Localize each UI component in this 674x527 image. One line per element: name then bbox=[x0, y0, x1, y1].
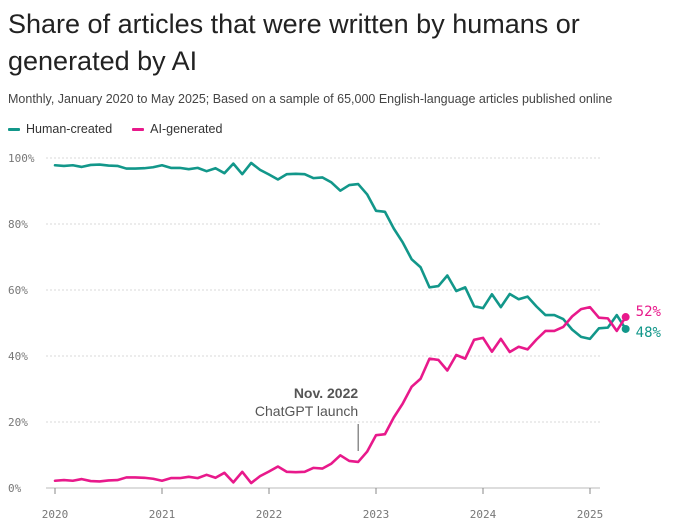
series-line-ai bbox=[53, 305, 627, 485]
legend-label-ai: AI-generated bbox=[150, 122, 223, 136]
legend: Human-created AI-generated bbox=[8, 122, 222, 136]
y-tick-label: 20% bbox=[8, 416, 28, 429]
y-tick-label: 80% bbox=[8, 218, 28, 231]
end-label-ai: 52% bbox=[636, 304, 662, 320]
end-label-human: 48% bbox=[636, 325, 662, 341]
annotation-title: Nov. 2022 bbox=[294, 385, 359, 401]
y-tick-label: 40% bbox=[8, 350, 28, 363]
x-tick-label: 2020 bbox=[42, 508, 69, 521]
end-point-human bbox=[621, 324, 630, 333]
series-line-human bbox=[53, 161, 627, 341]
annotation-text: ChatGPT launch bbox=[255, 403, 358, 419]
y-tick-label: 60% bbox=[8, 284, 28, 297]
x-tick-label: 2022 bbox=[256, 508, 283, 521]
legend-swatch-ai bbox=[132, 127, 145, 131]
y-tick-label: 100% bbox=[8, 152, 35, 165]
x-tick-label: 2025 bbox=[577, 508, 604, 521]
legend-item-human: Human-created bbox=[8, 122, 112, 136]
x-tick-label: 2021 bbox=[149, 508, 176, 521]
x-tick-label: 2023 bbox=[363, 508, 390, 521]
chart-title: Share of articles that were written by h… bbox=[8, 9, 580, 76]
end-point-ai bbox=[621, 313, 630, 322]
x-tick-label: 2024 bbox=[470, 508, 497, 521]
legend-label-human: Human-created bbox=[26, 122, 113, 136]
y-tick-label: 0% bbox=[8, 482, 22, 495]
legend-item-ai: AI-generated bbox=[132, 122, 222, 136]
legend-swatch-human bbox=[8, 127, 20, 131]
chart-subtitle: Monthly, January 2020 to May 2025; Based… bbox=[8, 92, 613, 106]
